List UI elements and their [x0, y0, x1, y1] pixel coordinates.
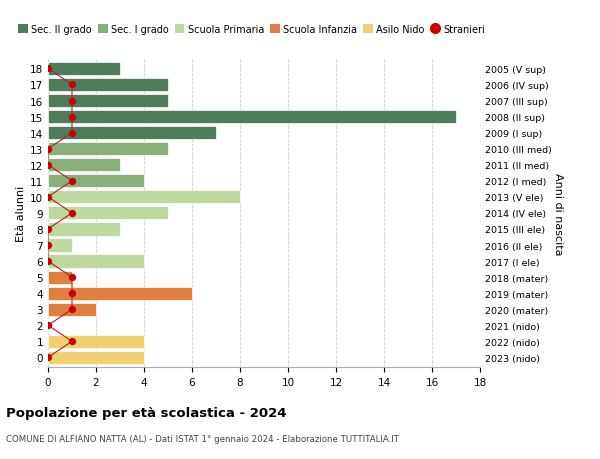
Bar [48, 191, 240, 204]
Bar [48, 271, 72, 284]
Point [67, 290, 77, 297]
Y-axis label: Anni di nascita: Anni di nascita [553, 172, 563, 255]
Point [43, 194, 53, 201]
Bar [48, 223, 120, 236]
Point [43, 162, 53, 169]
Bar [48, 95, 168, 108]
Bar [48, 287, 192, 300]
Bar [48, 303, 96, 316]
Legend: Sec. II grado, Sec. I grado, Scuola Primaria, Scuola Infanzia, Asilo Nido, Stran: Sec. II grado, Sec. I grado, Scuola Prim… [19, 24, 485, 34]
Point [67, 130, 77, 137]
Bar [48, 63, 120, 76]
Point [43, 258, 53, 265]
Point [43, 354, 53, 361]
Text: COMUNE DI ALFIANO NATTA (AL) - Dati ISTAT 1° gennaio 2024 - Elaborazione TUTTITA: COMUNE DI ALFIANO NATTA (AL) - Dati ISTA… [6, 434, 399, 443]
Point [67, 210, 77, 217]
Point [67, 274, 77, 281]
Point [43, 322, 53, 329]
Bar [48, 111, 456, 124]
Bar [48, 79, 168, 92]
Bar [48, 127, 216, 140]
Point [67, 98, 77, 105]
Bar [48, 351, 144, 364]
Bar [48, 255, 144, 268]
Point [43, 242, 53, 249]
Y-axis label: Età alunni: Età alunni [16, 185, 26, 241]
Point [67, 306, 77, 313]
Point [43, 226, 53, 233]
Bar [48, 207, 168, 220]
Point [43, 66, 53, 73]
Bar [48, 335, 144, 348]
Point [67, 178, 77, 185]
Point [43, 146, 53, 153]
Text: Popolazione per età scolastica - 2024: Popolazione per età scolastica - 2024 [6, 406, 287, 419]
Bar [48, 159, 120, 172]
Point [67, 338, 77, 345]
Bar [48, 175, 144, 188]
Bar [48, 239, 72, 252]
Bar [48, 143, 168, 156]
Point [67, 82, 77, 89]
Point [67, 114, 77, 121]
